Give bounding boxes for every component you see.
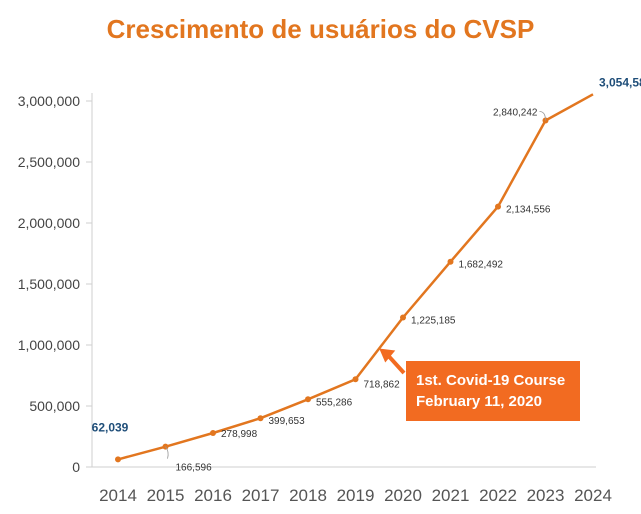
x-tick-label: 2020: [384, 486, 422, 505]
x-tick-label: 2024: [574, 486, 612, 505]
data-label: 62,039: [92, 420, 129, 434]
data-label: 718,862: [364, 379, 401, 390]
data-label: 278,998: [221, 429, 258, 440]
data-point: [352, 376, 359, 383]
y-axis: 0 500,000 1,000,000 1,500,000 2,000,000 2,500…: [18, 93, 93, 475]
x-tick-label: 2018: [289, 486, 327, 505]
callout-text: 1st. Covid-19 Course: [416, 372, 565, 389]
x-tick-label: 2014: [99, 486, 137, 505]
covid-callout: 1st. Covid-19 Course February 11, 2020: [379, 348, 580, 421]
series-group: [115, 93, 594, 463]
y-tick-label: 1,000,000: [18, 337, 80, 353]
data-label: 1,225,185: [411, 316, 456, 327]
x-tick-label: 2017: [242, 486, 280, 505]
y-tick-label: 3,000,000: [18, 93, 80, 109]
x-tick-label: 2022: [479, 486, 517, 505]
data-labels: 62,039 166,596 278,998 399,653 555,286 718,86…: [92, 75, 641, 473]
data-point: [495, 203, 501, 210]
data-point: [210, 429, 216, 436]
chart-title: Crescimento de usuários do CVSP: [106, 14, 535, 44]
data-point: [305, 396, 311, 403]
y-tick-label: 2,000,000: [18, 215, 80, 231]
data-label: 2,134,556: [506, 205, 551, 216]
data-label: 166,596: [176, 463, 213, 474]
data-point: [400, 314, 406, 321]
label-leader: [539, 111, 546, 121]
y-tick-label: 0: [72, 459, 80, 475]
x-tick-label: 2023: [527, 486, 565, 505]
label-leader: [165, 446, 169, 459]
callout-arrow-shaft: [385, 353, 406, 375]
callout-text: February 11, 2020: [416, 393, 542, 410]
data-label: 555,286: [316, 397, 353, 408]
callout-arrow-head: [379, 348, 396, 363]
data-point: [257, 415, 264, 422]
y-tick-label: 2,500,000: [18, 154, 80, 170]
data-label: 2,840,242: [493, 107, 538, 118]
y-tick-label: 500,000: [29, 398, 80, 414]
x-tick-label: 2015: [147, 486, 185, 505]
x-tick-label: 2021: [432, 486, 470, 505]
callout-box: [406, 361, 580, 421]
data-point: [115, 456, 121, 463]
data-label: 1,682,492: [459, 260, 504, 271]
data-label: 399,653: [269, 416, 306, 427]
x-tick-label: 2019: [337, 486, 375, 505]
data-point: [447, 258, 454, 265]
x-axis: 2014 2015 2016 2017 2018 2019 2020 2021 2022 2023…: [92, 466, 612, 505]
data-label: 3,054,586: [599, 75, 641, 89]
x-tick-label: 2016: [194, 486, 232, 505]
y-tick-label: 1,500,000: [18, 276, 80, 292]
